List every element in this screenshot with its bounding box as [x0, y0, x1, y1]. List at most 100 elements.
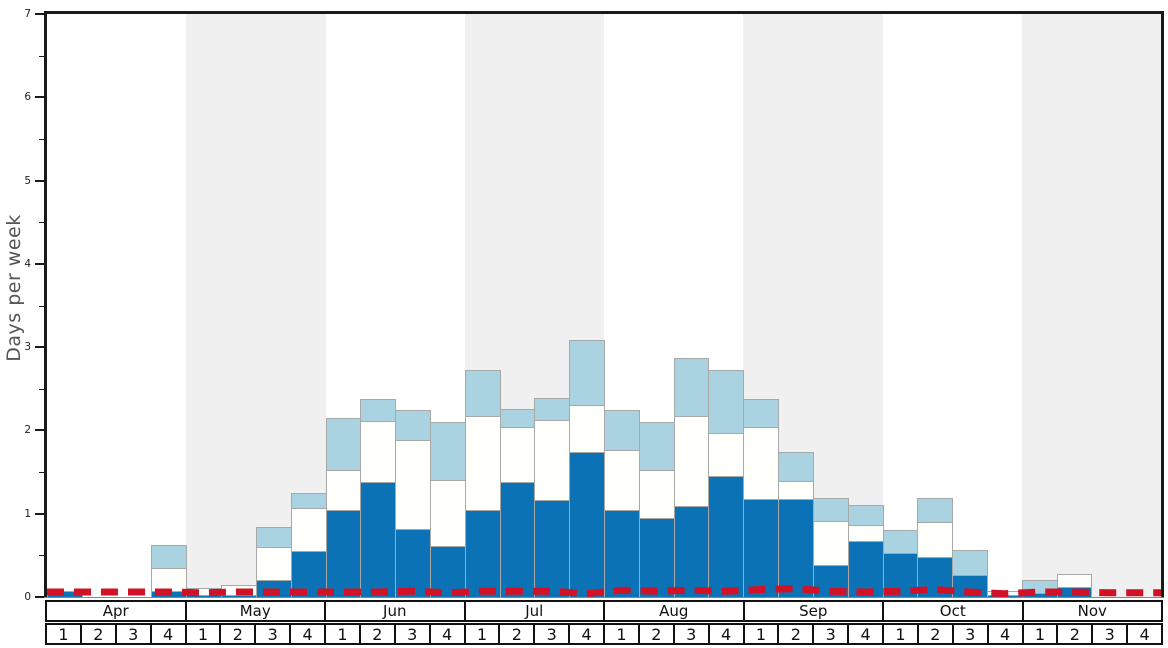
- average-line: [47, 585, 1161, 598]
- bar-segment-light-blue-days: [778, 452, 814, 483]
- plot-area: [47, 14, 1161, 598]
- shaded-band-nov: [1021, 14, 1161, 597]
- week-number-label: 3: [675, 625, 710, 643]
- week-number-label: 4: [291, 625, 326, 643]
- y-tick-label: 1: [24, 507, 31, 520]
- left-spine: [44, 11, 47, 597]
- bar-segment-light-blue-days: [812, 497, 849, 523]
- bar-segment-light-blue-days: [882, 529, 919, 554]
- bar-segment-light-blue-days: [917, 497, 954, 524]
- bar-segment-light-blue-days: [464, 370, 501, 418]
- month-label-apr: Apr: [47, 602, 187, 620]
- right-spine: [1161, 11, 1164, 597]
- week-number-label: 3: [117, 625, 152, 643]
- bar-segment-light-blue-days: [952, 550, 988, 577]
- bar-segment-dark-blue-days: [325, 510, 362, 598]
- bar-segment-white-days: [673, 416, 710, 508]
- bar-segment-light-blue-days: [151, 544, 188, 569]
- week-number-label: 2: [640, 625, 675, 643]
- y-minor-tick: [39, 55, 44, 57]
- week-number-label: 4: [431, 625, 466, 643]
- month-label-jul: Jul: [466, 602, 605, 620]
- y-tick-label: 0: [24, 591, 31, 603]
- week-number-label: 4: [570, 625, 605, 643]
- y-minor-tick: [39, 305, 44, 307]
- bar-segment-white-days: [325, 469, 362, 512]
- month-axis-row: Apr May Jun Jul Aug Sep Oct Nov: [45, 600, 1163, 622]
- y-tick-label: 5: [24, 174, 31, 187]
- week-number-label: 1: [1024, 625, 1059, 643]
- top-spine: [44, 11, 1164, 14]
- week-number-label: 4: [152, 625, 187, 643]
- y-minor-tick: [39, 555, 44, 557]
- bar-segment-white-days: [917, 522, 954, 558]
- bar-segment-light-blue-days: [569, 340, 605, 407]
- month-label-oct: Oct: [884, 602, 1024, 620]
- y-minor-tick: [39, 222, 44, 224]
- bar-segment-white-days: [290, 507, 327, 553]
- week-number-label: 4: [989, 625, 1024, 643]
- week-number-label: 3: [535, 625, 571, 643]
- week-number-label: 1: [47, 625, 82, 643]
- week-number-label: 2: [779, 625, 815, 643]
- week-number-label: 3: [954, 625, 989, 643]
- y-tick-label: 6: [24, 91, 31, 104]
- week-number-label: 2: [500, 625, 536, 643]
- y-tick-label: 3: [24, 341, 31, 354]
- month-label-aug: Aug: [605, 602, 745, 620]
- week-number-label: 1: [884, 625, 919, 643]
- week-number-label: 1: [466, 625, 501, 643]
- week-number-label: 2: [82, 625, 117, 643]
- bar-segment-white-days: [360, 421, 397, 484]
- bar-segment-white-days: [604, 449, 640, 512]
- y-major-tick: [35, 512, 44, 515]
- week-number-label: 3: [814, 625, 850, 643]
- month-label-sep: Sep: [745, 602, 884, 620]
- week-number-label: 1: [187, 625, 222, 643]
- y-major-tick: [35, 96, 44, 99]
- week-number-label: 2: [1058, 625, 1094, 643]
- bar-segment-light-blue-days: [604, 410, 640, 451]
- y-major-tick: [35, 13, 44, 15]
- y-minor-tick: [39, 388, 44, 390]
- y-minor-tick: [39, 472, 44, 474]
- bar-segment-dark-blue-days: [569, 452, 605, 598]
- week-number-label: 1: [326, 625, 361, 643]
- week-number-label: 2: [361, 625, 396, 643]
- y-tick-label: 4: [24, 257, 31, 270]
- bar-segment-white-days: [708, 432, 745, 478]
- week-number-label: 2: [221, 625, 257, 643]
- month-label-nov: Nov: [1077, 602, 1107, 620]
- bar-segment-white-days: [1056, 573, 1093, 588]
- bar-segment-dark-blue-days: [743, 498, 780, 598]
- y-minor-tick: [39, 138, 44, 140]
- week-number-label: 4: [849, 625, 884, 643]
- y-tick-label: 2: [24, 424, 31, 437]
- bar-segment-dark-blue-days: [360, 482, 397, 598]
- bar-segment-light-blue-days: [325, 417, 362, 471]
- month-label-may: May: [187, 602, 326, 620]
- bar-segment-white-days: [499, 427, 536, 484]
- week-number-label: 3: [1093, 625, 1129, 643]
- bar-segment-light-blue-days: [673, 357, 710, 418]
- y-major-tick: [35, 596, 44, 598]
- bar-segment-light-blue-days: [847, 505, 884, 526]
- week-number-label: 1: [745, 625, 780, 643]
- y-major-tick: [35, 262, 44, 265]
- week-number-label: 4: [1139, 625, 1150, 643]
- y-tick-label: 7: [24, 8, 31, 20]
- y-major-tick: [35, 429, 44, 432]
- week-number-label: 1: [605, 625, 640, 643]
- week-number-label: 2: [919, 625, 954, 643]
- x-axis-line: [44, 597, 1164, 598]
- month-label-jun: Jun: [326, 602, 466, 620]
- y-major-tick: [35, 179, 44, 182]
- week-number-label: 3: [256, 625, 292, 643]
- y-major-tick: [35, 346, 44, 349]
- y-axis: 0 1 2 3 4 5 6 7: [0, 9, 44, 602]
- bar-segment-dark-blue-days: [638, 517, 675, 598]
- week-number-label: 4: [710, 625, 745, 643]
- week-number-label: 3: [396, 625, 431, 643]
